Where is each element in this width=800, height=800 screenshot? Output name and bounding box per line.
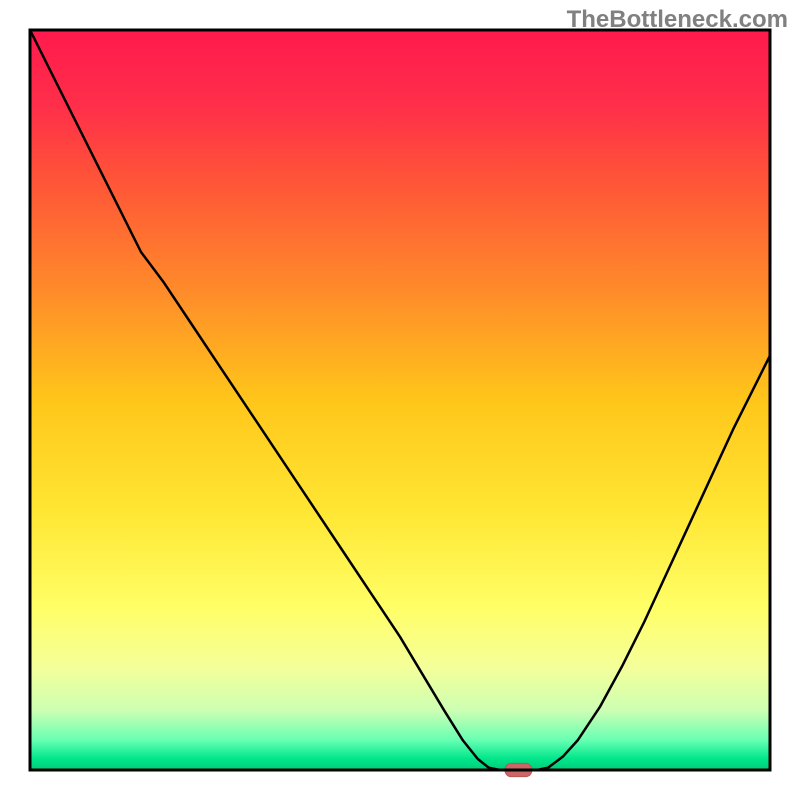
watermark-text: TheBottleneck.com [567,6,788,34]
chart-background [30,30,770,770]
chart-svg [0,0,800,800]
bottleneck-chart: TheBottleneck.com [0,0,800,800]
